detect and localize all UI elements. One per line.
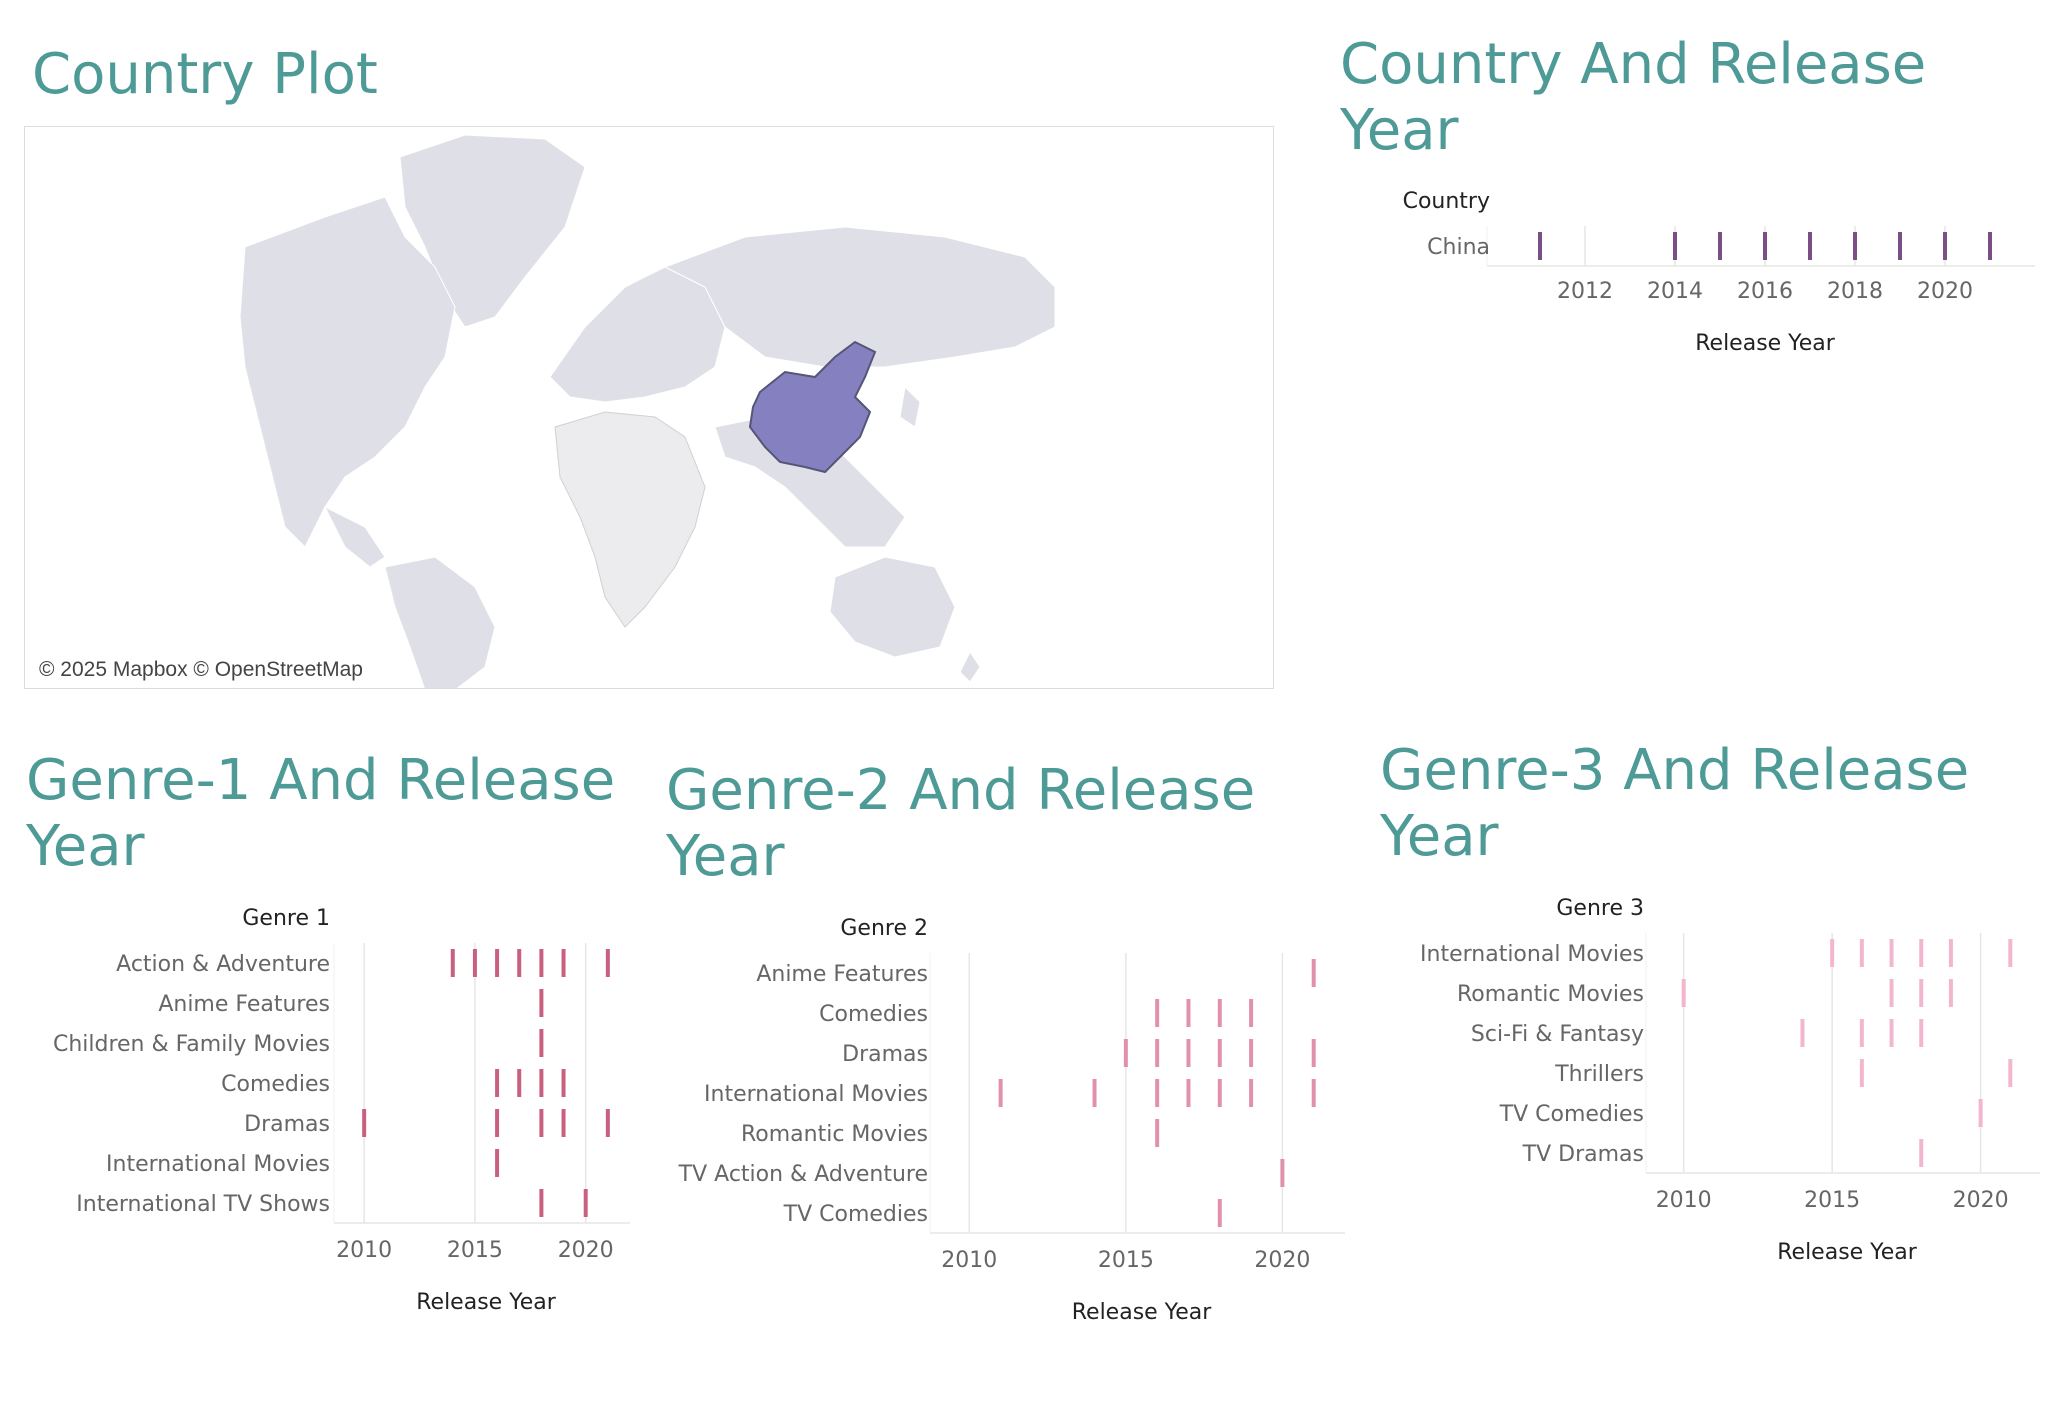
row-label: Dramas <box>244 1112 330 1137</box>
genre1-release-title: Genre-1 And Release Year <box>26 748 616 879</box>
genre3-release-title: Genre-3 And Release Year <box>1380 738 1970 869</box>
x-tick-label: 2020 <box>1254 1248 1310 1273</box>
row-label: Anime Features <box>158 992 330 1017</box>
world-map-canvas <box>239 134 1056 688</box>
x-tick-label: 2018 <box>1827 279 1883 304</box>
genre2-release-title: Genre-2 And Release Year <box>666 758 1256 889</box>
x-tick-label: 2015 <box>447 1238 503 1263</box>
x-tick-label: 2010 <box>1656 1188 1712 1213</box>
map-north-america <box>239 196 456 548</box>
genre3-release-chart: Genre 3 International Movies Romantic Movi… <box>1420 896 2040 1265</box>
row-header: Country <box>1403 189 1490 214</box>
x-tick-label: 2014 <box>1647 279 1703 304</box>
x-tick-label: 2015 <box>1804 1188 1860 1213</box>
map-central-america <box>323 505 386 568</box>
country-release-chart: Country China 2012 2014 2016 2018 2020 Release … <box>1403 189 2035 356</box>
country-release-title: Country And Release Year <box>1340 32 1927 163</box>
row-label: China <box>1427 235 1490 260</box>
x-tick-label: 2012 <box>1557 279 1613 304</box>
row-label: Comedies <box>221 1072 330 1097</box>
world-map[interactable]: © 2025 Mapbox © OpenStreetMap <box>24 126 1274 689</box>
map-europe <box>549 266 726 403</box>
map-japan <box>899 385 921 428</box>
row-label: TV Dramas <box>1522 1142 1644 1167</box>
map-china-highlight <box>748 340 877 474</box>
map-africa <box>554 411 706 628</box>
map-new-zealand <box>959 651 981 683</box>
row-label: International TV Shows <box>76 1192 330 1217</box>
x-tick-label: 2020 <box>1953 1188 2009 1213</box>
x-tick-label: 2020 <box>558 1238 614 1263</box>
row-label: TV Comedies <box>1499 1102 1644 1127</box>
row-label: International Movies <box>106 1152 330 1177</box>
map-south-america <box>384 556 496 688</box>
map-land <box>239 134 1056 688</box>
x-axis-label: Release Year <box>1072 1300 1212 1325</box>
row-header: Genre 3 <box>1556 896 1644 921</box>
row-label: Comedies <box>819 1002 928 1027</box>
x-tick-label: 2016 <box>1737 279 1793 304</box>
row-label: Sci-Fi & Fantasy <box>1471 1022 1644 1047</box>
map-attribution: © 2025 Mapbox © OpenStreetMap <box>33 656 369 684</box>
country-plot-title: Country Plot <box>32 42 378 107</box>
x-tick-label: 2010 <box>941 1248 997 1273</box>
map-north-asia <box>663 226 1056 368</box>
row-label: Children & Family Movies <box>53 1032 330 1057</box>
row-label: Romantic Movies <box>741 1122 928 1147</box>
map-australia <box>829 556 956 658</box>
x-tick-label: 2010 <box>336 1238 392 1263</box>
row-label: Action & Adventure <box>116 952 330 977</box>
x-tick-label: 2020 <box>1917 279 1973 304</box>
x-tick-label: 2015 <box>1098 1248 1154 1273</box>
genre1-release-chart: Genre 1 Action & Adventure Anime Features C… <box>53 906 630 1315</box>
row-label: International Movies <box>1420 942 1644 967</box>
map-greenland <box>399 134 586 328</box>
row-label: Anime Features <box>756 962 928 987</box>
row-label: International Movies <box>704 1082 928 1107</box>
row-label: Romantic Movies <box>1457 982 1644 1007</box>
row-header: Genre 2 <box>840 916 928 941</box>
x-axis-label: Release Year <box>1777 1240 1917 1265</box>
row-label: TV Action & Adventure <box>678 1162 928 1187</box>
genre2-release-chart: Genre 2 Anime Features Comedies Dramas Inter… <box>678 916 1345 1325</box>
x-axis-label: Release Year <box>416 1290 556 1315</box>
row-label: TV Comedies <box>783 1202 928 1227</box>
x-axis-label: Release Year <box>1695 331 1835 356</box>
row-label: Dramas <box>842 1042 928 1067</box>
row-label: Thrillers <box>1554 1062 1644 1087</box>
row-header: Genre 1 <box>242 906 330 931</box>
